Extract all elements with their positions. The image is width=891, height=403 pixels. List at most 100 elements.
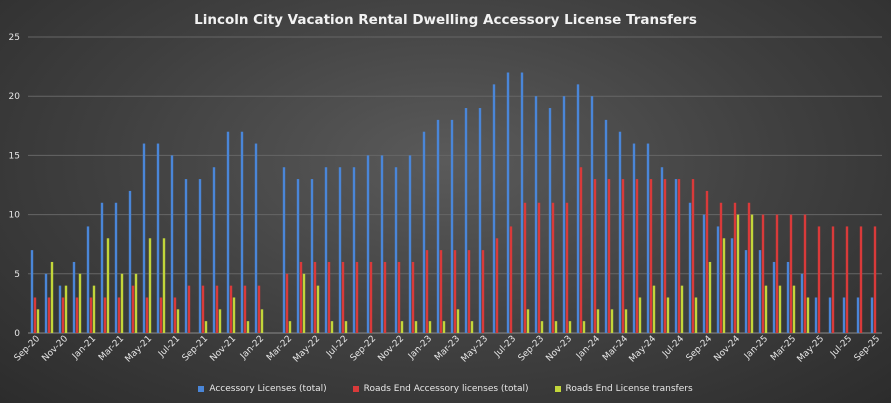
- bar-s1-Aug-25: [859, 226, 863, 333]
- bar-s2-Mar-25: [792, 285, 796, 333]
- bar-s1-Jun-21: [159, 297, 163, 333]
- bar-s0-May-25: [814, 297, 818, 333]
- bar-s1-Jul-22: [341, 261, 345, 333]
- bar-s2-Jun-24: [666, 297, 670, 333]
- y-tick-label: 15: [9, 151, 20, 161]
- bar-series: [30, 72, 877, 334]
- bar-s0-Dec-24: [744, 250, 748, 333]
- bar-s1-Jun-24: [663, 179, 667, 333]
- bar-s0-Oct-24: [716, 226, 720, 333]
- x-tick-label: Sep-24: [685, 334, 715, 364]
- bar-s1-Sep-20: [33, 297, 37, 333]
- bar-s1-Dec-24: [747, 202, 751, 333]
- bar-s0-Jan-25: [758, 250, 762, 333]
- bar-s2-Sep-21: [204, 321, 208, 333]
- bar-s0-Mar-25: [786, 261, 790, 333]
- bar-s1-Oct-20: [47, 297, 51, 333]
- bar-s1-Jul-23: [509, 226, 513, 333]
- legend-label-accessory: Accessory Licenses (total): [209, 384, 327, 394]
- bar-s2-Dec-24: [750, 214, 754, 333]
- bar-s0-Jan-24: [590, 96, 594, 333]
- bar-s0-Oct-22: [380, 155, 384, 333]
- x-tick-label: Mar-21: [97, 334, 126, 363]
- bar-s0-May-24: [646, 143, 650, 333]
- bar-s2-Mar-24: [624, 309, 628, 333]
- bar-s0-Oct-23: [548, 108, 552, 333]
- bar-s1-Jun-22: [327, 261, 331, 333]
- bar-s2-Apr-25: [806, 297, 810, 333]
- bar-s1-Nov-22: [397, 261, 401, 333]
- x-tick-label: Mar-24: [601, 334, 630, 363]
- bar-s2-Jul-24: [680, 285, 684, 333]
- bar-s2-May-22: [316, 285, 320, 333]
- bar-s0-Feb-24: [604, 119, 608, 333]
- bar-s0-Apr-25: [800, 273, 804, 333]
- legend-swatch-roads-end-total: [352, 386, 359, 392]
- bar-s2-Aug-23: [526, 309, 530, 333]
- bar-s1-Nov-24: [733, 202, 737, 333]
- x-tick-label: Nov-24: [712, 334, 742, 364]
- bar-s0-Sep-22: [366, 155, 370, 333]
- bar-s1-Mar-24: [621, 179, 625, 333]
- x-tick-label: Jan-23: [406, 334, 434, 362]
- bar-s2-Mar-23: [456, 309, 460, 333]
- bar-s1-Sep-24: [705, 190, 709, 333]
- x-tick-label: May-23: [460, 334, 491, 365]
- x-tick-label: Jul-24: [660, 334, 686, 360]
- x-tick-label: Sep-25: [853, 334, 882, 363]
- x-tick-label: Jan-22: [238, 334, 266, 362]
- x-tick-label: May-22: [292, 334, 323, 365]
- bar-s2-Jan-23: [428, 321, 432, 333]
- bar-s0-Feb-21: [100, 202, 104, 333]
- bar-s1-Mar-23: [453, 250, 457, 333]
- bar-s2-Oct-21: [218, 309, 222, 333]
- bar-s0-Oct-21: [212, 167, 216, 333]
- bar-s1-Jun-23: [495, 238, 499, 333]
- legend-swatch-accessory: [198, 386, 205, 392]
- bar-s0-Nov-23: [562, 96, 566, 333]
- x-tick-label: Jul-25: [828, 334, 854, 360]
- bar-s2-Sep-24: [708, 261, 712, 333]
- bar-s0-Jun-23: [492, 84, 496, 333]
- bar-s2-Feb-21: [106, 238, 110, 333]
- bar-s1-Aug-22: [355, 261, 359, 333]
- bar-s2-Jun-21: [162, 238, 166, 333]
- bar-s0-Oct-20: [44, 273, 48, 333]
- bar-s1-Dec-21: [243, 285, 247, 333]
- bar-s2-Feb-25: [778, 285, 782, 333]
- bar-s2-May-24: [652, 285, 656, 333]
- bar-s1-Nov-20: [61, 297, 65, 333]
- bar-s0-Aug-24: [688, 202, 692, 333]
- bar-s1-May-21: [145, 297, 149, 333]
- bar-s0-Apr-23: [464, 108, 468, 333]
- bar-s1-Jun-25: [831, 226, 835, 333]
- bar-s0-Aug-22: [352, 167, 356, 333]
- bar-s2-Aug-24: [694, 297, 698, 333]
- bar-s0-Jun-25: [828, 297, 832, 333]
- bar-s2-Sep-20: [36, 309, 40, 333]
- bar-s0-Dec-21: [240, 131, 244, 333]
- bar-s1-Feb-21: [103, 297, 107, 333]
- bar-s2-Nov-24: [736, 214, 740, 333]
- bar-s2-Nov-22: [400, 321, 404, 333]
- bar-s1-Apr-22: [299, 261, 303, 333]
- legend-item-roads-end-transfers: Roads End License transfers: [554, 384, 693, 394]
- bar-s1-Nov-23: [565, 202, 569, 333]
- bar-s0-Nov-20: [58, 285, 62, 333]
- bar-s0-May-23: [478, 108, 482, 333]
- y-tick-label: 20: [9, 92, 21, 102]
- bar-s2-Nov-20: [64, 285, 68, 333]
- bar-s0-Sep-21: [198, 179, 202, 333]
- bar-s0-Nov-21: [226, 131, 230, 333]
- bar-s0-Jan-21: [86, 226, 90, 333]
- bar-s2-Mar-22: [288, 321, 292, 333]
- bar-s1-Jan-25: [761, 214, 765, 333]
- bar-s0-Mar-24: [618, 131, 622, 333]
- x-tick-label: Mar-25: [769, 334, 798, 363]
- bar-s0-Sep-25: [870, 297, 874, 333]
- x-tick-label: Sep-22: [349, 334, 378, 363]
- bar-s1-Mar-25: [789, 214, 793, 333]
- bar-s1-Jan-22: [257, 285, 261, 333]
- bar-s0-Sep-24: [702, 214, 706, 333]
- bar-s1-Jan-21: [89, 297, 93, 333]
